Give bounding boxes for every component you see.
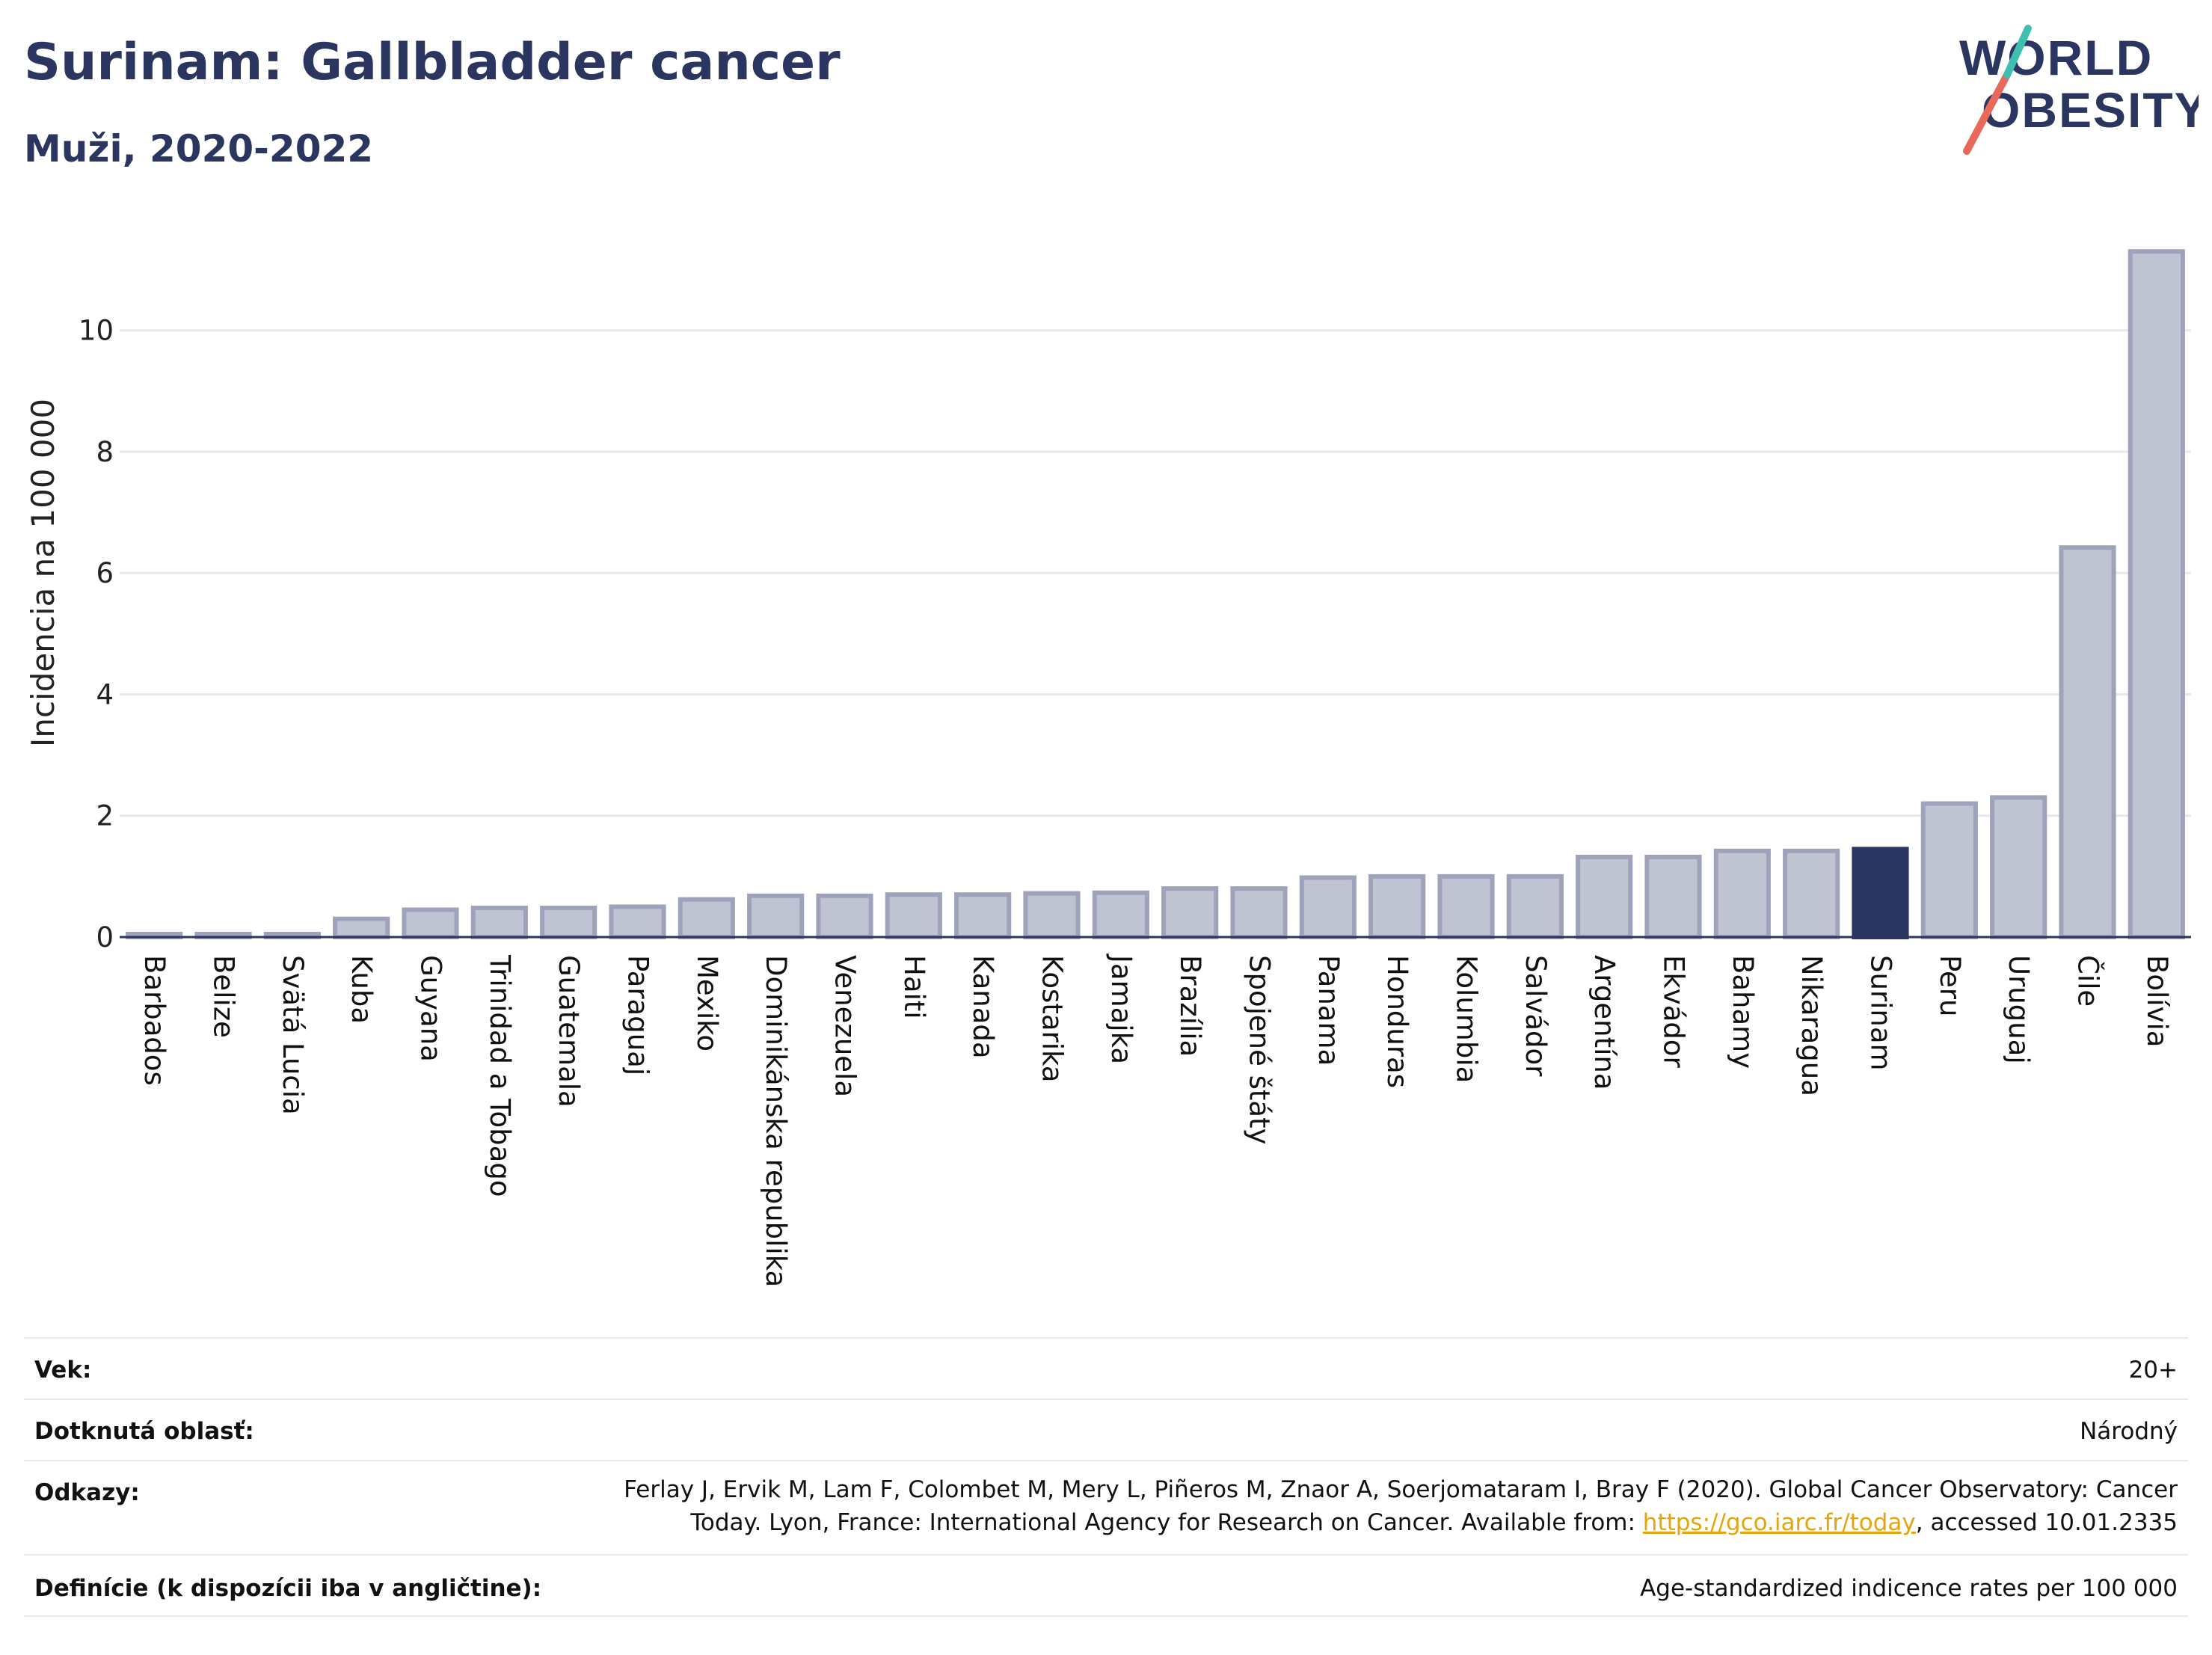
x-tick-label: Salvádor xyxy=(1520,955,1552,1077)
x-tick-label: Surinam xyxy=(1865,955,1897,1071)
x-tick-label: Belize xyxy=(208,955,240,1038)
x-tick-label: Nikaragua xyxy=(1795,955,1828,1096)
meta-key-area: Dotknutá oblasť: xyxy=(34,1418,254,1445)
reference-line-2-suffix: , accessed 10.01.2335 xyxy=(1915,1509,2178,1536)
x-tick-label: Jamajka xyxy=(1105,954,1137,1064)
meta-row-area: Dotknutá oblasť: Národný xyxy=(24,1398,2188,1461)
x-tick-label: Guatemala xyxy=(553,955,585,1108)
meta-row-age: Vek: 20+ xyxy=(24,1337,2188,1400)
reference-link[interactable]: https://gco.iarc.fr/today xyxy=(1642,1509,1916,1536)
metadata-table: Vek: 20+ Dotknutá oblasť: Národný Odkazy… xyxy=(24,1337,2188,1618)
page-subtitle: Muži, 2020-2022 xyxy=(24,127,374,171)
bar-30 xyxy=(2127,249,2185,939)
bar-10 xyxy=(747,893,805,939)
x-tick-label: Paraguaj xyxy=(622,955,654,1075)
page-title: Surinam: Gallbladder cancer xyxy=(24,33,841,92)
meta-row-references: Odkazy: Ferlay J, Ervik M, Lam F, Colomb… xyxy=(24,1460,2188,1556)
meta-key-references: Odkazy: xyxy=(34,1479,140,1506)
y-tick-label: 2 xyxy=(96,800,114,832)
x-tick-label: Haiti xyxy=(898,955,930,1019)
x-tick-label: Panama xyxy=(1312,955,1345,1066)
x-tick-label: Guyana xyxy=(415,955,447,1062)
reference-line-1: Ferlay J, Ervik M, Lam F, Colombet M, Me… xyxy=(624,1476,2178,1503)
x-tick-label: Ekvádor xyxy=(1658,955,1690,1068)
reference-line-2-text: Today. Lyon, France: International Agenc… xyxy=(690,1509,1643,1536)
x-tick-label: Čile xyxy=(2072,955,2105,1007)
x-tick-label: Spojené štáty xyxy=(1244,955,1276,1145)
x-tick-label: Kanada xyxy=(967,955,999,1059)
bar-chart: 0 2 4 6 8 10 Barbados Belize Svätá Lucia Kuba Guy… xyxy=(25,249,2191,1287)
x-tick-label: Venezuela xyxy=(829,955,861,1097)
bar-13 xyxy=(954,892,1012,940)
y-tick-label: 6 xyxy=(96,557,114,589)
meta-bottom-border xyxy=(24,1615,2188,1617)
meta-key-definitions: Definície (k dispozícii iba v angličtine… xyxy=(34,1575,542,1602)
x-tick-label: Kolumbia xyxy=(1451,955,1483,1083)
x-tick-label: Trinidad a Tobago xyxy=(484,954,516,1197)
bar-21 xyxy=(1506,873,1564,939)
x-tick-label: Kuba xyxy=(345,955,378,1024)
y-axis-label: Incidencia na 100 000 xyxy=(25,399,61,747)
x-tick-label: Dominikánska republika xyxy=(760,955,792,1287)
x-tick-label: Peru xyxy=(1934,955,1966,1016)
meta-value-references: Ferlay J, Ervik M, Lam F, Colombet M, Me… xyxy=(624,1473,2178,1539)
bar-6 xyxy=(470,906,528,939)
logo-stroke-red xyxy=(1963,71,2011,155)
reference-line-2: Today. Lyon, France: International Agenc… xyxy=(624,1506,2178,1539)
bar-18 xyxy=(1299,875,1357,940)
y-axis-ticks: 0 2 4 6 8 10 xyxy=(79,315,114,954)
bar-17 xyxy=(1230,886,1288,940)
bar-4 xyxy=(333,916,390,940)
world-obesity-logo: WORLD OBESITY xyxy=(1959,25,2199,155)
grid-lines xyxy=(120,329,2191,817)
bar-26 xyxy=(1852,847,1909,939)
meta-key-age: Vek: xyxy=(34,1357,92,1384)
bar-23 xyxy=(1644,854,1702,940)
x-tick-label: Barbados xyxy=(138,955,170,1086)
x-tick-label: Bolívia xyxy=(2141,955,2173,1047)
bar-28 xyxy=(1990,795,2047,940)
bar-14 xyxy=(1023,891,1081,939)
x-tick-label: Mexiko xyxy=(691,955,723,1051)
y-tick-label: 8 xyxy=(96,436,114,468)
bar-20 xyxy=(1437,873,1495,939)
bars xyxy=(120,249,2191,940)
bar-27 xyxy=(1920,801,1978,940)
x-tick-label: Kostarika xyxy=(1036,955,1069,1082)
bar-8 xyxy=(609,904,666,940)
bar-16 xyxy=(1161,886,1219,940)
bar-11 xyxy=(816,893,873,939)
x-tick-label: Svätá Lucia xyxy=(277,955,309,1115)
bar-5 xyxy=(402,907,459,940)
x-tick-label: Honduras xyxy=(1381,955,1413,1088)
x-tick-label: Brazília xyxy=(1174,955,1206,1057)
bar-24 xyxy=(1713,848,1771,940)
x-tick-label: Uruguaj xyxy=(2003,955,2035,1064)
logo-text-obesity: OBESITY xyxy=(1982,82,2199,138)
x-tick-label: Argentína xyxy=(1588,955,1620,1090)
bar-12 xyxy=(885,892,942,940)
y-tick-label: 10 xyxy=(79,315,114,347)
x-tick-label: Bahamy xyxy=(1727,955,1759,1069)
bar-29 xyxy=(2059,545,2116,939)
x-axis-ticks: Barbados Belize Svätá Lucia Kuba Guyana Trini… xyxy=(138,954,2173,1287)
bar-25 xyxy=(1783,848,1840,940)
meta-row-definitions: Definície (k dispozícii iba v angličtine… xyxy=(24,1554,2188,1617)
meta-value-age: 20+ xyxy=(2128,1357,2178,1384)
y-tick-label: 4 xyxy=(96,678,114,710)
meta-value-definitions: Age-standardized indicence rates per 100… xyxy=(1640,1575,2178,1602)
logo-stroke-teal xyxy=(2003,25,2032,79)
bar-22 xyxy=(1576,854,1633,940)
bar-15 xyxy=(1092,890,1149,939)
meta-value-area: Národný xyxy=(2080,1418,2178,1445)
bar-19 xyxy=(1368,873,1426,939)
bar-9 xyxy=(678,897,735,939)
bar-7 xyxy=(540,906,597,939)
y-tick-label: 0 xyxy=(96,921,114,954)
logo-text-world: WORLD xyxy=(1959,30,2153,85)
